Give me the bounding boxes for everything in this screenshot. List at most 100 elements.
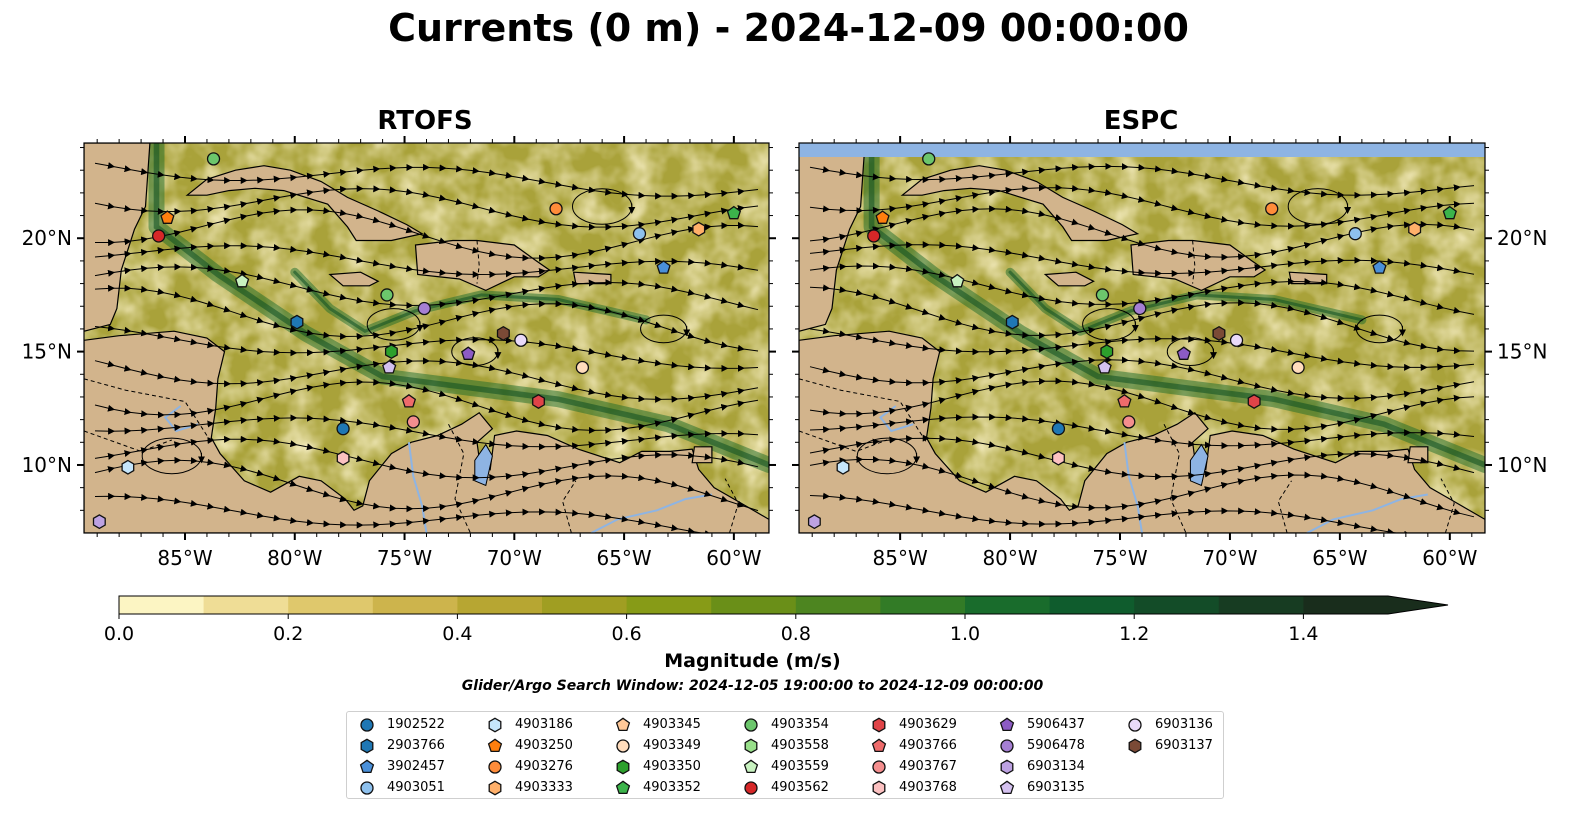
- float-marker-4903768: [336, 450, 350, 466]
- colorbar-tick-label: 0.2: [273, 623, 303, 645]
- colorbar-tick-label: 0.6: [611, 623, 641, 645]
- y-tick-label: 15°N: [1497, 340, 1547, 364]
- float-marker-6903136: [1229, 333, 1244, 347]
- float-marker-4903350: [384, 344, 398, 360]
- float-marker-4903051: [1348, 227, 1362, 241]
- float-marker-4903250: [875, 210, 890, 224]
- float-marker-4903276: [549, 202, 563, 216]
- legend-label: 4903562: [771, 780, 829, 795]
- pentagon-marker-icon: [359, 759, 375, 774]
- float-marker-4903333: [1408, 221, 1422, 237]
- pentagon-marker-icon: [871, 738, 887, 753]
- colorbar-extend-arrow: [1388, 596, 1448, 614]
- colorbar: 0.0 0.2 0.4 0.6 0.8 1.0 1.2 1.4: [104, 595, 1449, 645]
- legend-label: 6903134: [1027, 759, 1085, 774]
- x-tick-label: 65°W: [596, 546, 651, 570]
- x-tick-label: 80°W: [267, 546, 322, 570]
- legend-label: 4903250: [515, 738, 573, 753]
- legend-label: 2903766: [387, 738, 445, 753]
- hexagon-marker-icon: [488, 780, 502, 796]
- float-marker-6903134: [807, 514, 821, 530]
- float-marker-4903352: [726, 205, 742, 220]
- float-marker-4903767: [1122, 415, 1136, 429]
- circle-marker-icon: [360, 781, 374, 795]
- float-marker-4903349: [575, 360, 590, 375]
- y-tick-label: 15°N: [22, 340, 72, 364]
- float-marker-2903766: [290, 314, 304, 330]
- float-marker-4903186: [121, 459, 135, 475]
- float-marker-4903333: [692, 221, 706, 237]
- panel-title-rtofs: RTOFS: [377, 106, 473, 136]
- pentagon-marker-icon: [615, 780, 631, 795]
- legend-label: 5906437: [1027, 717, 1085, 732]
- legend-label: 3902457: [387, 759, 445, 774]
- hexagon-marker-icon: [616, 759, 630, 775]
- circle-marker-icon: [360, 718, 374, 732]
- colorbar-swatch: [1303, 596, 1389, 614]
- hexagon-marker-icon: [360, 738, 374, 754]
- x-tick-label: 80°W: [982, 546, 1037, 570]
- land-mass: [1407, 446, 1429, 464]
- float-marker-4903354: [206, 152, 221, 166]
- float-marker-4903250: [160, 210, 175, 224]
- legend-label: 4903276: [515, 759, 573, 774]
- float-marker-4903276: [1265, 202, 1279, 216]
- float-marker-4903766: [401, 393, 417, 408]
- float-marker-4903352: [1442, 205, 1457, 220]
- hexagon-marker-icon: [488, 717, 502, 733]
- y-tick-label: 10°N: [22, 453, 72, 477]
- panel-title-espc: ESPC: [1103, 106, 1179, 136]
- x-tick-label: 60°W: [706, 546, 761, 570]
- maps-area: 85°W 80°W 75°W 70°W 65°W 60°W 20°N 15°N 10°N 85°…: [22, 136, 1547, 570]
- colorbar-tick-label: 0.4: [442, 623, 472, 645]
- hexagon-marker-icon: [1128, 738, 1142, 754]
- legend-label: 4903350: [643, 759, 701, 774]
- float-marker-4903768: [1051, 450, 1065, 466]
- float-marker-3902457: [1372, 260, 1387, 274]
- colorbar-tick-label: 1.2: [1119, 623, 1149, 645]
- pentagon-marker-icon: [743, 759, 759, 774]
- y-tick-label: 20°N: [1497, 226, 1547, 250]
- float-marker-4903349: [1291, 360, 1305, 375]
- float-marker-4903350: [1100, 344, 1114, 360]
- float-marker-5906478: [1133, 301, 1147, 316]
- legend-label: 4903186: [515, 717, 573, 732]
- pentagon-marker-icon: [615, 717, 631, 732]
- float-marker-4903354: [380, 288, 394, 302]
- float-marker-5906478: [417, 301, 431, 316]
- float-marker-6903137: [496, 325, 510, 341]
- float-marker-6903136: [514, 333, 528, 347]
- circle-marker-icon: [1128, 718, 1142, 732]
- circle-marker-icon: [616, 739, 630, 753]
- colorbar-swatch: [880, 596, 966, 614]
- hexagon-marker-icon: [1000, 759, 1014, 775]
- colorbar-swatch: [711, 596, 797, 614]
- legend-label: 4903333: [515, 780, 573, 795]
- colorbar-swatch: [1218, 596, 1304, 614]
- float-marker-1902522: [1051, 422, 1066, 436]
- float-marker-4903629: [532, 394, 545, 409]
- float-marker-4903051: [632, 227, 647, 241]
- float-marker-4903559: [950, 273, 965, 288]
- float-marker-5906437: [461, 346, 476, 360]
- x-tick-label: 75°W: [377, 546, 432, 570]
- x-tick-label: 70°W: [487, 546, 542, 570]
- map-panel-rtofs: 85°W 80°W 75°W 70°W 65°W 60°W 20°N 15°N 10°N: [22, 136, 776, 570]
- y-tick-label: 20°N: [22, 226, 72, 250]
- x-tick-label: 60°W: [1422, 546, 1477, 570]
- streamlines: [809, 162, 1475, 533]
- legend-label: 5906478: [1027, 738, 1085, 753]
- float-marker-3902457: [656, 260, 671, 274]
- float-marker-6903135: [1097, 359, 1112, 374]
- colorbar-swatch: [288, 596, 374, 614]
- figure-title: Currents (0 m) - 2024-12-09 00:00:00: [388, 6, 1189, 50]
- float-marker-4903562: [151, 229, 166, 243]
- colorbar-swatch: [1134, 596, 1220, 614]
- float-legend: 1902522 2903766 3902457 4903051 4903186 49032…: [346, 711, 1224, 799]
- x-tick-label: 65°W: [1312, 546, 1367, 570]
- pentagon-marker-icon: [999, 780, 1015, 795]
- colorbar-tick-label: 1.4: [1288, 623, 1318, 645]
- legend-label: 4903349: [643, 738, 701, 753]
- legend-label: 4903558: [771, 738, 829, 753]
- float-marker-4903767: [406, 415, 420, 429]
